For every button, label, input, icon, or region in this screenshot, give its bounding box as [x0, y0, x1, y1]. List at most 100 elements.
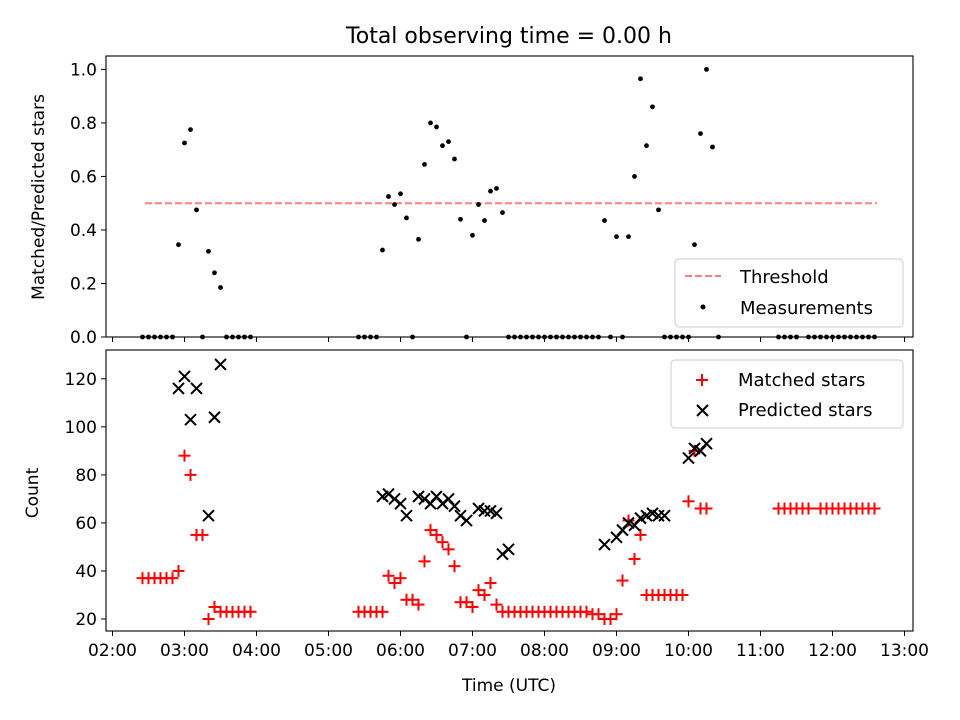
predicted-star-point [190, 382, 203, 395]
matched-star-point [610, 608, 623, 621]
measurement-point [428, 120, 433, 126]
matched-star-point [418, 555, 431, 568]
top-axes-frame [105, 55, 914, 338]
legend-measurements-label: Measurements [740, 298, 873, 319]
matched-star-point [868, 502, 881, 515]
bottom-axes-frame [105, 349, 914, 632]
measurement-point [476, 202, 481, 207]
matched-star-point [394, 572, 407, 585]
matched-star-point [580, 605, 593, 618]
predicted-star-point [502, 543, 515, 556]
measurement-point [644, 143, 649, 149]
bottom-plot-area [136, 358, 881, 625]
top-y-tick-label: 0.8 [70, 114, 97, 134]
matched-star-point [628, 552, 641, 565]
x-tick-label: 13:00 [880, 641, 929, 661]
bottom-y-tick-label: 60 [75, 514, 97, 534]
x-tick-label: 07:00 [448, 641, 497, 661]
predicted-star-point [460, 514, 473, 527]
measurement-point [176, 242, 181, 248]
predicted-star-point [208, 411, 221, 424]
top-legend: Threshold Measurements [674, 258, 904, 328]
legend-matched-swatch [696, 374, 708, 386]
predicted-star-point [214, 358, 227, 371]
measurement-point [188, 127, 193, 132]
measurement-point [482, 218, 487, 223]
x-axis-label: Time (UTC) [461, 676, 556, 696]
x-tick-label: 03:00 [160, 641, 209, 661]
matched-star-point [184, 468, 197, 481]
legend-threshold-label: Threshold [739, 267, 829, 288]
measurement-point [632, 174, 637, 179]
legend-predicted-swatch [696, 404, 709, 417]
measurement-point [194, 207, 199, 213]
measurement-point [710, 144, 715, 150]
matched-star-point [676, 588, 689, 601]
matched-star-point [616, 574, 629, 587]
matched-star-point [466, 600, 479, 613]
matched-star-point [682, 495, 695, 508]
x-tick-label: 04:00 [232, 641, 281, 661]
bottom-y-axis-label: Count [23, 467, 43, 518]
top-y-tick-label: 0.0 [70, 328, 97, 348]
matched-star-point [442, 543, 455, 556]
top-y-axis-label: Matched/Predicted stars [29, 94, 49, 300]
measurement-point [182, 140, 187, 146]
bottom-y-tick-label: 120 [65, 370, 97, 390]
predicted-star-point [202, 509, 215, 522]
matched-star-point [382, 569, 395, 582]
measurement-point [386, 194, 391, 199]
predicted-star-point [700, 437, 713, 450]
measurement-point [650, 104, 655, 110]
matched-star-point [436, 536, 449, 549]
x-tick-label: 11:00 [736, 641, 785, 661]
matched-star-point [202, 612, 215, 625]
measurement-point [206, 248, 211, 254]
predicted-star-point [184, 413, 197, 426]
matched-star-point [412, 598, 425, 611]
measurement-point [656, 207, 661, 213]
measurement-point [422, 161, 427, 167]
top-y-tick-label: 0.2 [70, 274, 97, 294]
matched-star-point [478, 588, 491, 601]
matched-star-point [166, 572, 179, 585]
bottom-y-axis: 20 40 60 80 100 120 [65, 370, 106, 630]
matched-star-point [376, 605, 389, 618]
measurement-point [698, 131, 703, 137]
figure-title: Total observing time = 0.00 h [345, 24, 672, 49]
bottom-legend-box [670, 359, 904, 429]
x-tick-label: 02:00 [88, 641, 137, 661]
matched-star-point [700, 502, 713, 515]
measurement-point [704, 66, 709, 72]
measurement-point [626, 234, 631, 240]
top-y-tick-label: 0.6 [70, 167, 97, 187]
x-tick-label: 12:00 [808, 641, 857, 661]
bottom-x-axis: 02:00 03:00 04:00 05:00 06:00 07:00 08:00 09:00… [88, 631, 929, 661]
x-tick-label: 10:00 [664, 641, 713, 661]
matched-star-point [196, 528, 209, 541]
x-tick-label: 06:00 [376, 641, 425, 661]
measurement-point [392, 202, 397, 207]
measurement-point [404, 215, 409, 221]
measurement-point [452, 156, 457, 162]
measurement-point [446, 139, 451, 145]
measurement-point [614, 234, 619, 240]
bottom-y-tick-label: 40 [75, 562, 97, 582]
top-y-axis: 0.0 0.2 0.4 0.6 0.8 1.0 [70, 60, 106, 348]
top-x-axis [112, 337, 905, 342]
measurement-point [458, 216, 463, 222]
predicted-star-point [172, 382, 185, 395]
measurement-point [638, 76, 643, 82]
matched-star-point [178, 449, 191, 462]
top-panel: 0.0 0.2 0.4 0.6 0.8 1.0 Matched/Predicted sta… [29, 55, 914, 348]
bottom-legend: Matched stars Predicted stars [670, 359, 904, 429]
measurement-point [434, 124, 439, 130]
measurement-point [416, 236, 421, 242]
bottom-panel: 20 40 60 80 100 120 02:00 03:00 04:00 05:00 06:00… [23, 349, 929, 696]
predicted-star-point [394, 497, 407, 510]
matched-star-point [490, 598, 503, 611]
bottom-y-tick-label: 100 [65, 418, 97, 438]
measurement-point [494, 186, 499, 191]
matched-star-point [802, 502, 815, 515]
